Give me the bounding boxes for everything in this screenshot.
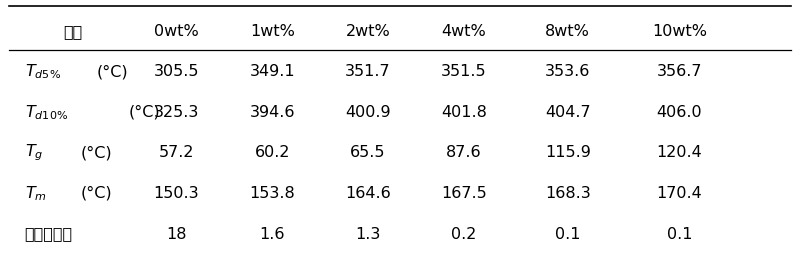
Text: 编号: 编号 <box>63 24 82 38</box>
Text: 351.5: 351.5 <box>441 64 486 79</box>
Text: 0.2: 0.2 <box>451 226 477 241</box>
Text: 气体阻隔性: 气体阻隔性 <box>25 226 73 241</box>
Text: 120.4: 120.4 <box>657 145 702 160</box>
Text: 8wt%: 8wt% <box>546 24 590 38</box>
Text: 351.7: 351.7 <box>346 64 391 79</box>
Text: 353.6: 353.6 <box>545 64 590 79</box>
Text: 356.7: 356.7 <box>657 64 702 79</box>
Text: $T_{d5\%}$: $T_{d5\%}$ <box>25 62 61 81</box>
Text: 1.3: 1.3 <box>355 226 381 241</box>
Text: $T_{g}$: $T_{g}$ <box>25 142 43 163</box>
Text: 168.3: 168.3 <box>545 185 590 200</box>
Text: 404.7: 404.7 <box>545 104 590 119</box>
Text: 0wt%: 0wt% <box>154 24 198 38</box>
Text: 57.2: 57.2 <box>158 145 194 160</box>
Text: $T_{d10\%}$: $T_{d10\%}$ <box>25 103 68 121</box>
Text: (°C): (°C) <box>81 185 112 200</box>
Text: 2wt%: 2wt% <box>346 24 390 38</box>
Text: 1wt%: 1wt% <box>250 24 294 38</box>
Text: 164.6: 164.6 <box>345 185 391 200</box>
Text: 1.6: 1.6 <box>259 226 285 241</box>
Text: 0.1: 0.1 <box>555 226 581 241</box>
Text: 150.3: 150.3 <box>154 185 199 200</box>
Text: 401.8: 401.8 <box>441 104 487 119</box>
Text: 167.5: 167.5 <box>441 185 486 200</box>
Text: 87.6: 87.6 <box>446 145 482 160</box>
Text: 400.9: 400.9 <box>346 104 391 119</box>
Text: $T_{m}$: $T_{m}$ <box>25 183 46 202</box>
Text: (°C): (°C) <box>97 64 128 79</box>
Text: 10wt%: 10wt% <box>652 24 707 38</box>
Text: 60.2: 60.2 <box>254 145 290 160</box>
Text: 349.1: 349.1 <box>250 64 295 79</box>
Text: 325.3: 325.3 <box>154 104 199 119</box>
Text: (°C): (°C) <box>129 104 160 119</box>
Text: 115.9: 115.9 <box>545 145 590 160</box>
Text: 0.1: 0.1 <box>666 226 692 241</box>
Text: 394.6: 394.6 <box>250 104 295 119</box>
Text: 305.5: 305.5 <box>154 64 199 79</box>
Text: 170.4: 170.4 <box>657 185 702 200</box>
Text: 65.5: 65.5 <box>350 145 386 160</box>
Text: (°C): (°C) <box>81 145 112 160</box>
Text: 153.8: 153.8 <box>250 185 295 200</box>
Text: 4wt%: 4wt% <box>442 24 486 38</box>
Text: 406.0: 406.0 <box>657 104 702 119</box>
Text: 18: 18 <box>166 226 186 241</box>
